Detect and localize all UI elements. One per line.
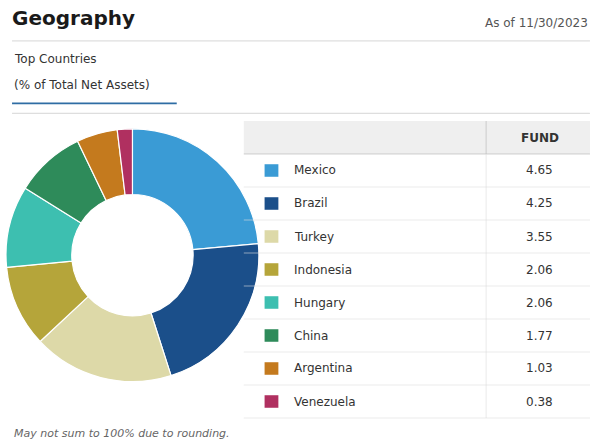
svg-text:FUND: FUND — [521, 131, 559, 145]
svg-text:Venezuela: Venezuela — [294, 395, 356, 409]
svg-text:Hungary: Hungary — [294, 296, 345, 310]
svg-text:2.06: 2.06 — [526, 296, 553, 310]
svg-text:Mexico: Mexico — [294, 163, 336, 177]
svg-text:Top Countries: Top Countries — [14, 52, 97, 66]
svg-text:China: China — [294, 329, 328, 343]
svg-text:Indonesia: Indonesia — [294, 263, 352, 277]
svg-text:3.55: 3.55 — [526, 230, 553, 244]
svg-text:Turkey: Turkey — [294, 230, 334, 244]
svg-text:May not sum to 100% due to rou: May not sum to 100% due to rounding. — [14, 427, 230, 440]
svg-text:As of 11/30/2023: As of 11/30/2023 — [485, 16, 588, 30]
svg-text:2.06: 2.06 — [526, 263, 553, 277]
svg-text:Geography: Geography — [12, 6, 135, 30]
svg-text:Argentina: Argentina — [294, 361, 353, 375]
svg-text:Brazil: Brazil — [294, 196, 328, 210]
svg-text:(% of Total Net Assets): (% of Total Net Assets) — [14, 78, 150, 92]
svg-text:4.25: 4.25 — [526, 196, 553, 210]
svg-text:0.38: 0.38 — [526, 395, 553, 409]
svg-text:1.77: 1.77 — [526, 329, 553, 343]
svg-text:1.03: 1.03 — [526, 361, 553, 375]
svg-text:4.65: 4.65 — [526, 163, 553, 177]
